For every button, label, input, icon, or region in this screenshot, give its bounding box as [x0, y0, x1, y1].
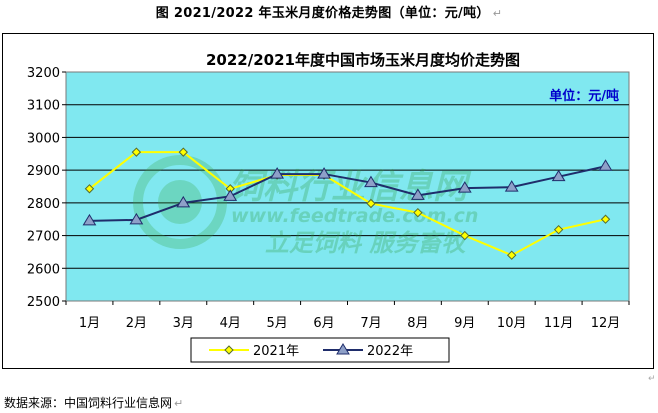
watermark-cn-text: 饲料行业信息网 — [229, 167, 472, 207]
series-2 — [82, 159, 613, 226]
y-tick-label: 2900 — [27, 164, 60, 179]
data-point — [551, 169, 566, 182]
series-1 — [84, 147, 611, 260]
data-point — [553, 224, 564, 235]
data-point — [457, 181, 472, 193]
chart-title: 2022/2021年度中国市场玉米月度均价走势图 — [206, 51, 520, 69]
data-point — [270, 167, 285, 179]
unit-label: 单位：元/吨 — [549, 88, 619, 104]
data-point — [364, 175, 378, 188]
data-point — [129, 212, 144, 225]
figure-caption: 图 2021/2022 年玉米月度价格走势图（单位：元/吨） ↵ — [155, 6, 503, 21]
legend-label: 2021年 — [253, 344, 299, 359]
series-line — [89, 165, 606, 222]
legend-marker — [224, 345, 234, 355]
series-group — [82, 147, 613, 260]
data-point — [366, 198, 376, 209]
x-tick-label: 3月 — [173, 316, 194, 331]
data-point — [504, 180, 519, 192]
data-point — [178, 147, 188, 157]
data-point — [82, 213, 97, 226]
data-point — [410, 188, 425, 200]
legend-label: 2022年 — [367, 344, 413, 359]
data-point — [176, 195, 191, 208]
watermark: 饲料行业信息网 www.feedtrade.com.cn 立足饲料 服务畜牧 — [133, 155, 478, 257]
y-tick-label: 2600 — [27, 262, 60, 277]
y-tick-label: 2800 — [27, 197, 60, 212]
x-tick-label: 11月 — [544, 316, 574, 331]
y-axis: 2500 2600 2700 2800 2900 3000 3100 3200 — [27, 66, 66, 310]
y-tick-label: 3200 — [27, 66, 60, 81]
x-tick-label: 8月 — [407, 316, 428, 331]
x-tick-label: 7月 — [360, 316, 381, 331]
data-point — [84, 184, 95, 194]
legend: 2021年 2022年 — [190, 337, 450, 363]
data-point — [413, 207, 423, 218]
series-line — [88, 151, 606, 257]
chart-frame: 2022/2021年度中国市场玉米月度均价走势图 饲料行业信息网 www.fee… — [2, 33, 654, 369]
source-note: 数据来源：中国饲料行业信息网 ↵ — [4, 396, 184, 410]
y-tick-label: 3000 — [27, 131, 60, 146]
legend-items: 2021年 2022年 — [209, 343, 413, 359]
watermark-slogan: 立足饲料 服务畜牧 — [265, 229, 469, 257]
x-tick-label: 4月 — [220, 316, 241, 331]
data-point — [223, 189, 238, 201]
data-point — [598, 159, 613, 171]
x-tick-label: 5月 — [266, 316, 287, 331]
y-tick-label: 2700 — [27, 230, 60, 245]
plot-area — [65, 71, 630, 302]
y-tick-label: 3100 — [27, 99, 60, 114]
data-point — [507, 250, 517, 260]
line-chart: 2022/2021年度中国市场玉米月度均价走势图 饲料行业信息网 www.fee… — [27, 51, 630, 363]
legend-marker — [336, 343, 350, 355]
gridlines — [66, 104, 629, 269]
x-tick-label: 1月 — [79, 316, 100, 331]
x-tick-label: 10月 — [497, 316, 527, 331]
data-point — [600, 214, 611, 224]
x-tick-label: 9月 — [454, 316, 475, 331]
x-tick-label: 12月 — [591, 316, 621, 331]
y-tick-label: 2500 — [27, 295, 60, 310]
data-point — [460, 230, 470, 241]
x-tick-label: 2月 — [126, 316, 147, 331]
x-tick-label: 6月 — [313, 316, 334, 331]
x-axis: 1月 2月 3月 4月 5月 6月 7月 8月 9月 10月 11月 12月 — [65, 301, 630, 331]
data-point — [131, 147, 142, 157]
data-point — [317, 167, 331, 179]
watermark-logo-ring — [133, 155, 227, 249]
paragraph-mark: ↵ — [648, 374, 656, 384]
